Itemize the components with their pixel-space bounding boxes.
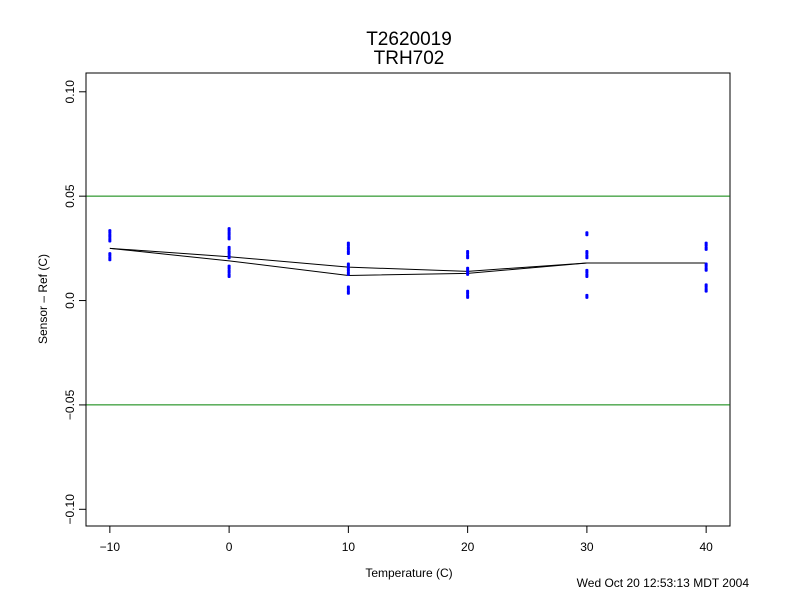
data-point — [466, 293, 470, 299]
data-point — [227, 227, 231, 233]
x-tick-label: 0 — [226, 540, 233, 554]
data-point — [585, 272, 589, 278]
data-points — [108, 227, 708, 299]
data-point — [585, 250, 589, 256]
data-point — [227, 245, 231, 251]
data-point — [466, 270, 470, 276]
data-point — [704, 245, 708, 251]
chart-title: T2620019 — [366, 29, 452, 50]
data-point — [585, 254, 589, 260]
data-point — [346, 262, 350, 268]
data-point — [704, 241, 708, 247]
data-point — [466, 254, 470, 260]
x-tick-label: 40 — [699, 540, 713, 554]
y-tick-label: −0.05 — [63, 389, 77, 420]
data-point — [108, 233, 112, 239]
data-point — [346, 250, 350, 256]
y-axis: −0.10 −0.05 0.0 0.05 0.10 — [63, 80, 87, 525]
data-point — [346, 245, 350, 251]
data-point — [346, 241, 350, 247]
data-point — [227, 231, 231, 237]
data-point — [704, 266, 708, 272]
series-lines — [109, 247, 707, 276]
data-point — [346, 285, 350, 291]
series-line-2 — [109, 247, 707, 276]
data-point — [227, 268, 231, 274]
x-tick-label: 30 — [580, 540, 594, 554]
plot-area — [85, 72, 731, 527]
x-tick-label: 10 — [342, 540, 356, 554]
data-point — [346, 270, 350, 276]
data-point — [704, 262, 708, 268]
data-point — [704, 287, 708, 293]
data-point — [227, 264, 231, 270]
x-tick-label: 20 — [461, 540, 475, 554]
data-point — [227, 272, 231, 278]
data-point — [227, 235, 231, 241]
data-point — [585, 293, 589, 299]
data-point — [466, 289, 470, 295]
timestamp-footer: Wed Oct 20 12:53:13 MDT 2004 — [577, 576, 750, 590]
data-point — [466, 250, 470, 256]
reference-lines — [86, 195, 730, 406]
chart-subtitle: TRH702 — [374, 48, 445, 69]
data-point — [585, 231, 589, 237]
y-tick-label: 0.05 — [63, 184, 77, 208]
series-line-1 — [109, 247, 707, 272]
data-point — [346, 266, 350, 272]
data-point — [108, 256, 112, 262]
data-point — [108, 237, 112, 243]
data-point — [704, 283, 708, 289]
y-axis-label: Sensor – Ref (C) — [36, 254, 50, 344]
data-point — [227, 250, 231, 256]
x-axis: −10 0 10 20 30 40 — [100, 525, 713, 554]
data-point — [108, 229, 112, 235]
x-axis-label: Temperature (C) — [365, 566, 452, 580]
data-point — [585, 268, 589, 274]
y-tick-label: 0.0 — [63, 292, 77, 309]
data-point — [227, 254, 231, 260]
y-tick-label: −0.10 — [63, 494, 77, 525]
y-tick-label: 0.10 — [63, 80, 77, 104]
x-tick-label: −10 — [100, 540, 121, 554]
data-point — [346, 289, 350, 295]
data-point — [466, 266, 470, 272]
data-point — [108, 252, 112, 258]
